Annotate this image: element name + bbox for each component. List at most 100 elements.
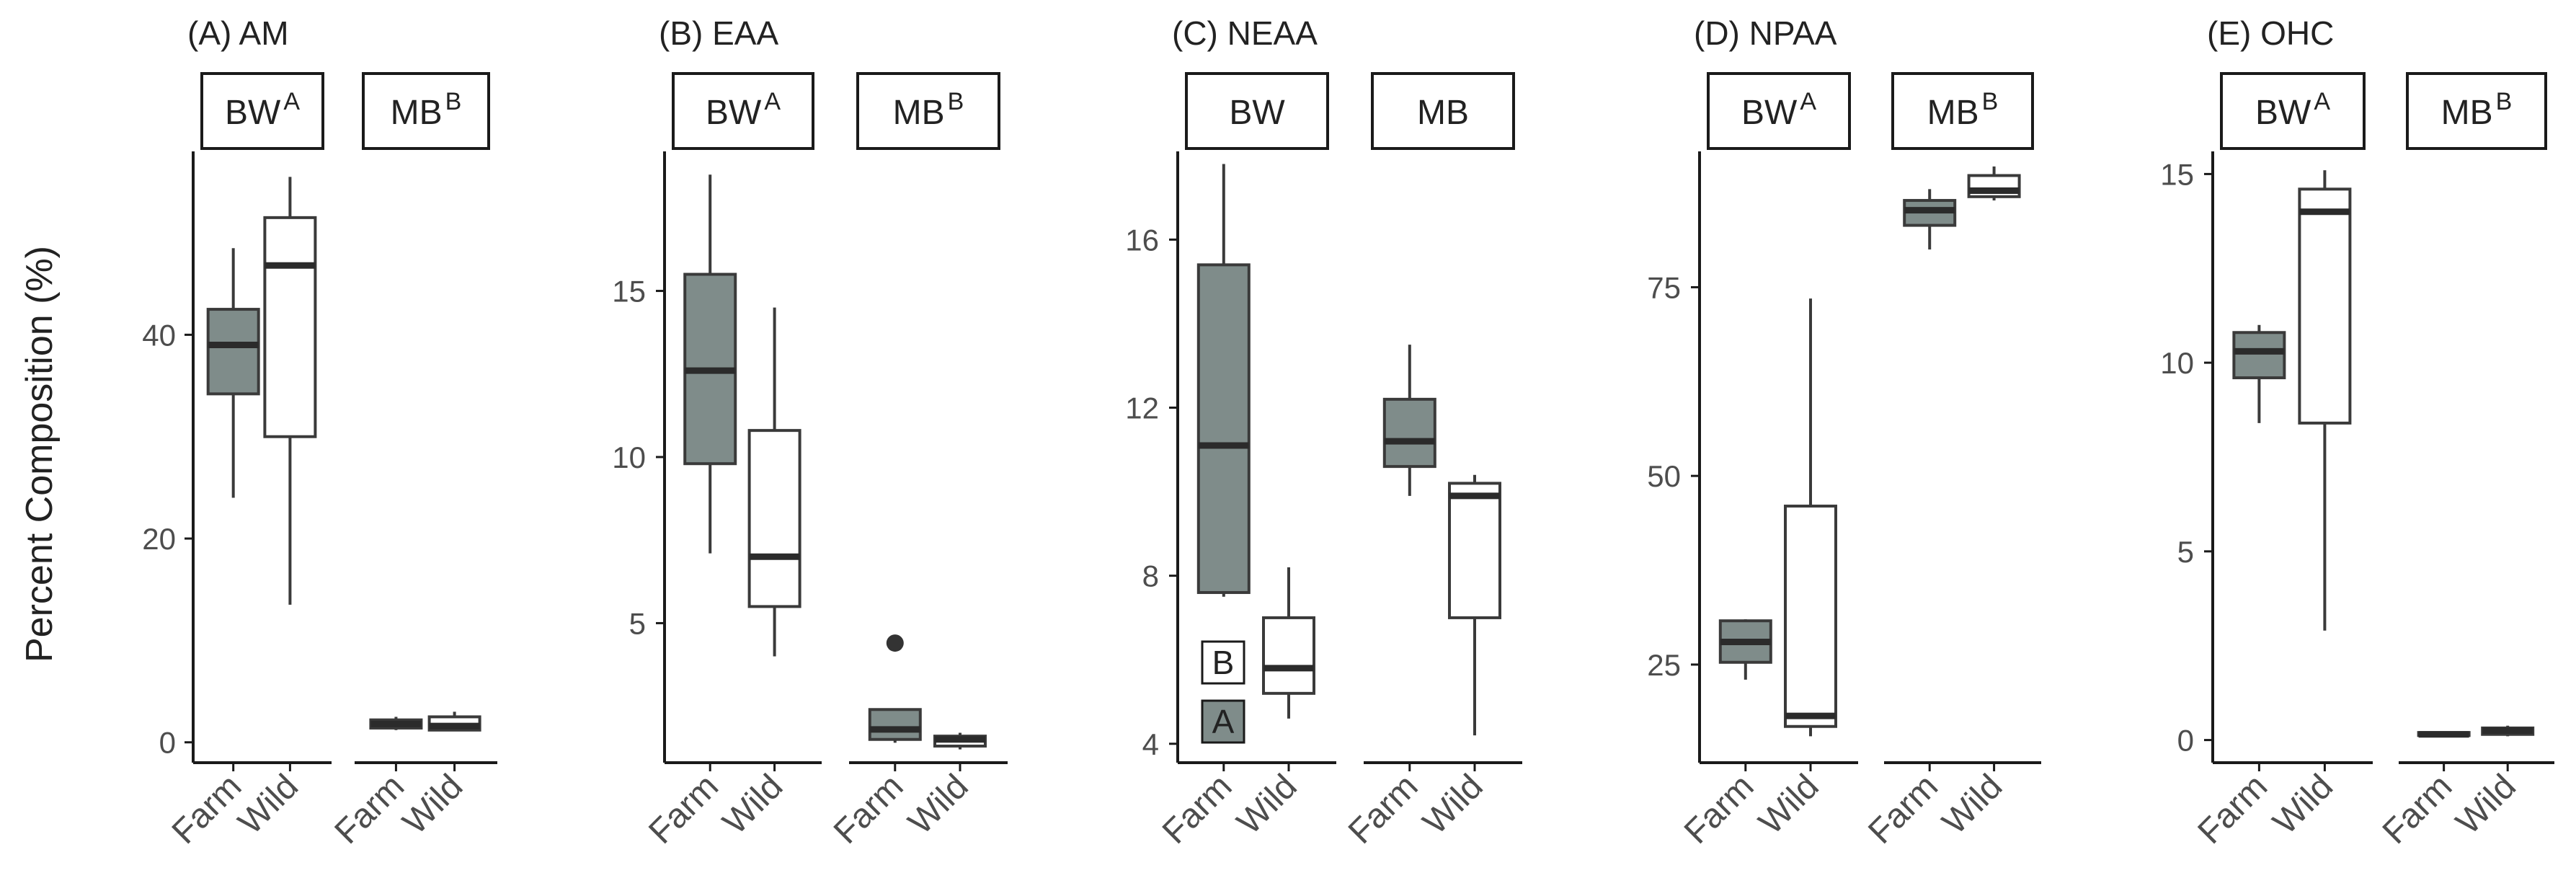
box-bw-wild [1262,567,1315,719]
y-axis-label: Percent Composition (%) [19,246,61,662]
box-iqr [2232,331,2286,380]
x-tick-label: Farm [1861,767,1945,851]
box-bw-farm [2232,324,2286,423]
box-iqr [206,308,260,396]
facet-strip-superscript: A [764,88,781,115]
box-mb-wild [2481,725,2535,737]
x-tick-label: Wild [716,767,790,841]
y-tick-label: 50 [1647,459,1681,493]
y-tick-label: 40 [142,318,176,352]
y-tick-label: 10 [2160,346,2194,380]
x-tick-label: Wild [2449,767,2523,841]
y-tick-label: 5 [2177,535,2194,569]
y-tick-label: 4 [1142,727,1159,761]
facet-strip-box [2220,72,2366,150]
facet-strip-superscript: A [283,88,300,115]
box-bw-wild [1784,298,1837,737]
facet-strip-superscript: A [2314,88,2330,115]
box-mb-wild [1448,474,1501,736]
facet-strip-box [1707,72,1851,150]
box-bw-farm [683,174,737,554]
box-bw-wild [263,177,317,605]
box-bw-farm [1196,164,1251,597]
y-tick-label: 15 [2160,157,2194,191]
significance-label: A [1212,703,1235,740]
facet-strip-superscript: B [1982,88,1999,115]
facet-strip-box [1371,72,1515,150]
y-tick-label: 8 [1142,559,1159,593]
y-tick-label: 5 [629,606,646,640]
box-bw-wild [747,307,801,657]
box-iqr [1784,505,1837,728]
facet-strip-box [362,72,490,150]
box-iqr [2298,187,2352,425]
x-tick-label: Wild [396,767,470,841]
panel-title: (A) AM [187,14,289,52]
x-tick-label: Farm [1155,767,1240,851]
x-tick-label: Wild [2266,767,2340,841]
box-bw-farm [206,248,260,498]
x-tick-label: Wild [1416,767,1490,841]
facet-strip-box [1891,72,2034,150]
x-tick-label: Wild [901,767,975,841]
facet-strip-box [1185,72,1329,150]
y-tick-label: 25 [1647,648,1681,682]
facet-strip-label: MB [1417,94,1469,132]
facet-strip-label: MB B [391,88,462,132]
box-mb-wild [1967,166,2021,201]
y-tick-label: 0 [159,726,176,760]
x-tick-label: Wild [1751,767,1826,841]
panel-title: (C) NEAA [1172,14,1318,52]
facet-strip-superscript: B [948,88,964,115]
panel-title: (B) EAA [659,14,778,52]
panel-title: (E) OHC [2207,14,2334,52]
x-tick-label: Farm [1341,767,1426,851]
facet-strip-box [856,72,1000,150]
box-mb-farm [868,634,922,743]
y-tick-label: 16 [1125,223,1159,257]
y-tick-label: 0 [2177,724,2194,758]
significance-box [1201,699,1245,744]
x-tick-label: Farm [2190,767,2275,851]
facet-strip-box [200,72,324,150]
box-iqr [1448,482,1501,619]
y-tick-label: 20 [142,522,176,556]
significance-box [1201,640,1245,685]
box-mb-farm [369,717,423,730]
box-bw-farm [1718,619,1772,680]
x-tick-label: Wild [231,767,306,841]
y-tick-label: 15 [612,275,646,309]
x-tick-label: Wild [1230,767,1304,841]
box-mb-farm [1903,189,1957,250]
box-iqr [868,708,922,741]
facet-strip-box [2406,72,2547,150]
y-tick-label: 75 [1647,270,1681,304]
facet-strip-label: BW A [1741,88,1816,132]
y-tick-label: 10 [612,440,646,474]
facet-strip-superscript: A [1800,88,1816,115]
box-mb-wild [427,712,481,732]
panel-title: (D) NPAA [1694,14,1837,52]
significance-label: B [1212,644,1235,681]
box-iqr [1382,397,1436,469]
y-tick-label: 12 [1125,391,1159,425]
box-mb-farm [1382,345,1436,496]
box-mb-wild [933,732,987,750]
box-mb-farm [2417,731,2471,738]
box-iqr [747,429,801,608]
x-tick-label: Farm [2376,767,2460,851]
facet-strip-label: BW A [225,88,300,132]
x-tick-label: Farm [1677,767,1762,851]
box-iqr [1196,263,1251,594]
box-bw-wild [2298,170,2352,631]
facet-strip-label: BW [1229,94,1285,132]
box-iqr [1262,616,1315,695]
x-tick-label: Wild [1935,767,2009,841]
x-tick-label: Farm [328,767,412,851]
x-tick-label: Farm [641,767,726,851]
facet-strip-superscript: B [445,88,462,115]
